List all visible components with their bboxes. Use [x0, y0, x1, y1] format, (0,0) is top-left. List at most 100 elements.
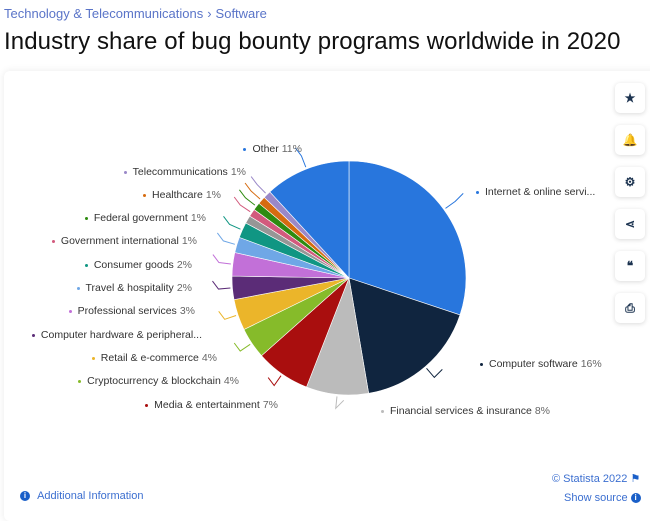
print-icon: ⎙: [625, 300, 635, 315]
data-label: Telecommunications 1%: [123, 166, 246, 178]
label-value: 1%: [181, 235, 197, 247]
label-value: 3%: [179, 305, 195, 317]
data-label: Computer hardware & peripheral...: [31, 329, 202, 341]
data-label: Other 11%: [243, 143, 302, 155]
copyright-text: © Statista 2022: [552, 473, 628, 485]
legend-dot: [476, 190, 479, 194]
label-name: Media & entertainment: [154, 399, 260, 411]
gear-button[interactable]: ⚙: [615, 167, 645, 197]
label-name: Federal government: [93, 212, 188, 224]
data-label: Consumer goods 2%: [84, 259, 192, 271]
star-button[interactable]: ★: [615, 83, 645, 113]
leader-line: [233, 342, 251, 352]
leader-line: [426, 367, 443, 379]
label-value: 1%: [205, 189, 221, 201]
label-value: 16%: [580, 358, 602, 370]
breadcrumb-technology[interactable]: Technology & Telecommunications: [4, 6, 204, 21]
gear-icon: ⚙: [624, 175, 636, 189]
legend-dot: [91, 356, 95, 360]
data-label: Financial services & insurance 8%: [381, 405, 550, 417]
leader-line: [250, 176, 266, 194]
legend-dot: [51, 239, 55, 243]
label-value: 1%: [230, 166, 246, 178]
legend-dot: [145, 403, 149, 407]
label-value: 1%: [190, 212, 206, 224]
legend-dot: [68, 309, 72, 313]
data-label: Cryptocurrency & blockchain 4%: [78, 375, 239, 387]
additional-information-text: Additional Information: [37, 490, 144, 502]
leader-line: [223, 216, 241, 230]
info-icon: i: [630, 493, 641, 504]
data-label: Professional services 3%: [68, 305, 195, 317]
bell-icon: 🔔: [622, 133, 638, 147]
label-name: Telecommunications: [132, 166, 228, 178]
legend-dot: [243, 147, 247, 151]
chevron-right-icon: ›: [207, 6, 212, 21]
additional-information-link[interactable]: i Additional Information: [20, 490, 143, 502]
flag-icon: ⚑: [630, 473, 641, 485]
legend-dot: [78, 379, 82, 383]
quote-button[interactable]: ❝: [615, 251, 645, 281]
print-button[interactable]: ⎙: [615, 293, 645, 323]
pie-slice[interactable]: [348, 160, 467, 316]
label-name: Consumer goods: [93, 259, 174, 271]
label-name: Financial services & insurance: [390, 405, 532, 417]
data-label: Internet & online servi...: [476, 186, 595, 198]
legend-dot: [84, 263, 88, 267]
label-name: Travel & hospitality: [85, 282, 174, 294]
label-value: 7%: [262, 399, 278, 411]
info-icon: i: [20, 491, 30, 502]
pie-slice[interactable]: [348, 277, 461, 394]
legend-dot: [480, 362, 483, 366]
legend-dot: [84, 216, 88, 220]
label-value: 8%: [534, 405, 550, 417]
label-value: 2%: [176, 259, 192, 271]
breadcrumb-software[interactable]: Software: [215, 6, 267, 21]
quote-icon: ❝: [626, 259, 634, 273]
leader-line: [233, 196, 251, 213]
data-label: Government international 1%: [51, 235, 197, 247]
label-name: Computer hardware & peripheral...: [40, 329, 202, 341]
legend-dot: [31, 333, 35, 337]
legend-dot: [123, 170, 127, 174]
data-label: Computer software 16%: [480, 358, 602, 370]
leader-line: [267, 375, 282, 387]
leader-line: [295, 147, 307, 168]
leader-line: [445, 193, 464, 209]
legend-dot: [381, 409, 384, 413]
show-source-text: Show source: [564, 492, 628, 504]
label-value: 2%: [176, 282, 192, 294]
leader-line: [244, 182, 261, 200]
leader-line: [239, 189, 256, 206]
pie-chart: [212, 147, 467, 410]
label-name: Cryptocurrency & blockchain: [87, 375, 221, 387]
label-name: Other: [252, 143, 279, 155]
leader-line: [212, 280, 231, 290]
leader-line: [218, 311, 237, 320]
data-label: Retail & e-commerce 4%: [91, 352, 217, 364]
label-name: Government international: [60, 235, 179, 247]
label-name: Retail & e-commerce: [100, 352, 199, 364]
copyright[interactable]: © Statista 2022 ⚑: [552, 472, 640, 485]
star-icon: ★: [624, 91, 636, 105]
legend-dot: [143, 193, 147, 197]
page-title: Industry share of bug bounty programs wo…: [4, 28, 621, 55]
bell-button[interactable]: 🔔: [615, 125, 645, 155]
label-value: 4%: [223, 375, 239, 387]
leader-line: [212, 254, 231, 265]
data-label: Federal government 1%: [84, 212, 206, 224]
label-name: Internet & online servi...: [485, 186, 596, 198]
leader-line: [216, 232, 236, 245]
label-name: Professional services: [77, 305, 177, 317]
label-value: 4%: [201, 352, 217, 364]
data-label: Media & entertainment 7%: [145, 399, 278, 411]
share-icon: ⋖: [624, 217, 636, 231]
pie-slice[interactable]: [269, 160, 350, 279]
data-label: Healthcare 1%: [143, 189, 221, 201]
data-label: Travel & hospitality 2%: [76, 282, 192, 294]
leader-line: [335, 396, 345, 410]
show-source-link[interactable]: Show source i: [564, 492, 641, 504]
label-name: Healthcare: [152, 189, 203, 201]
share-button[interactable]: ⋖: [615, 209, 645, 239]
breadcrumb: Technology & Telecommunications › Software: [4, 6, 267, 21]
